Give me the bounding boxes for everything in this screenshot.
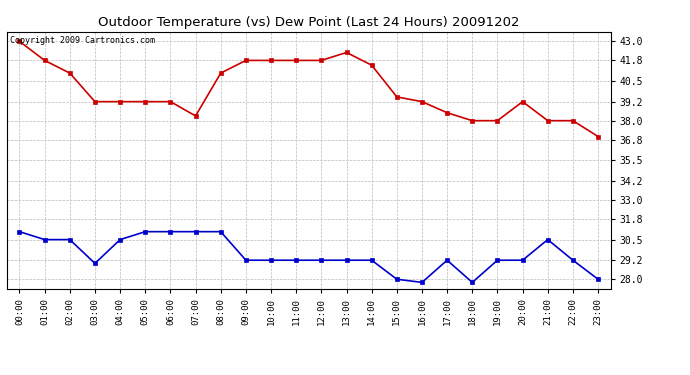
Title: Outdoor Temperature (vs) Dew Point (Last 24 Hours) 20091202: Outdoor Temperature (vs) Dew Point (Last…: [98, 16, 520, 29]
Text: Copyright 2009 Cartronics.com: Copyright 2009 Cartronics.com: [10, 36, 155, 45]
